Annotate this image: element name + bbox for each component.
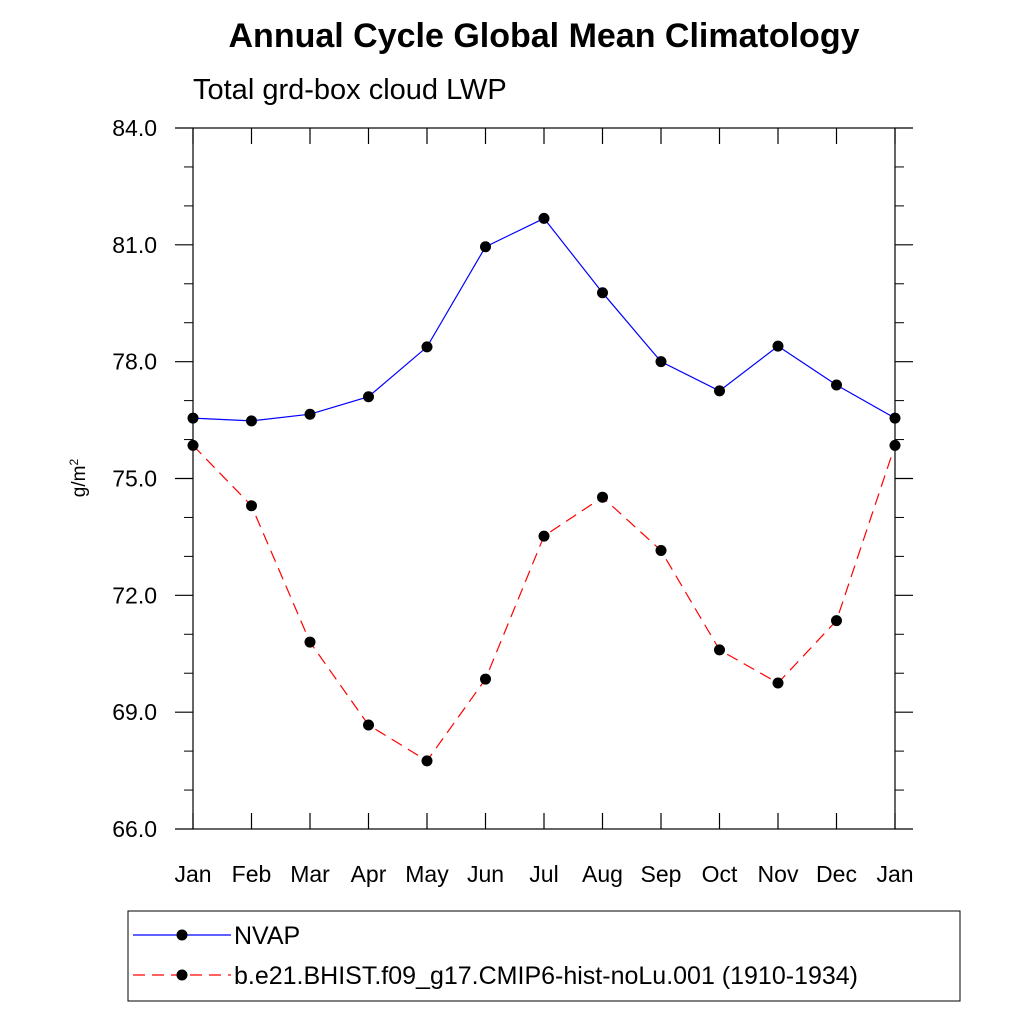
- series-1-point: [363, 719, 374, 731]
- x-tick-label: Dec: [816, 861, 857, 887]
- series-line-0: [192, 217, 896, 422]
- series-1-point: [772, 677, 784, 689]
- legend-label-model: b.e21.BHIST.f09_g17.CMIP6-hist-noLu.001 …: [234, 962, 858, 990]
- series-0-point: [421, 341, 433, 353]
- series-1-point: [831, 615, 842, 627]
- series-1-point: [187, 439, 199, 451]
- series-1-point: [304, 636, 316, 648]
- series-0-point: [772, 340, 784, 352]
- series-layer: [187, 212, 901, 767]
- y-tick-label: 84.0: [112, 115, 157, 141]
- series-1-point: [714, 644, 725, 656]
- series-1-point: [480, 673, 491, 685]
- x-tick-label: Nov: [758, 861, 799, 887]
- x-tick-label: Mar: [290, 861, 330, 887]
- chart-title: Annual Cycle Global Mean Climatology: [229, 17, 860, 55]
- y-tick-label: 78.0: [112, 349, 157, 375]
- series-0-point: [304, 408, 316, 420]
- y-tick-label: 66.0: [112, 816, 157, 842]
- series-0-point: [363, 391, 374, 403]
- series-1-point: [889, 439, 901, 451]
- x-tick-label: Jan: [174, 861, 211, 887]
- series-1-point: [655, 545, 667, 557]
- y-axis-label: g/m2: [67, 459, 90, 498]
- series-0-point: [831, 379, 842, 391]
- x-tick-label: May: [405, 861, 449, 887]
- x-tick-label: Jun: [467, 861, 504, 887]
- x-tick-label: Jul: [529, 861, 558, 887]
- y-tick-label: 69.0: [112, 699, 157, 725]
- y-tick-label: 72.0: [112, 582, 157, 608]
- x-tick-label: Aug: [582, 861, 623, 887]
- series-1-point: [538, 530, 550, 542]
- plot-frame: [192, 127, 896, 830]
- legend-marker-nvap: [176, 929, 188, 941]
- x-tick-label: Feb: [232, 861, 272, 887]
- series-0-point: [538, 212, 550, 224]
- series-0-point: [480, 241, 491, 253]
- x-tick-label: Sep: [641, 861, 682, 887]
- series-0-point: [187, 412, 199, 424]
- x-tick-label: Oct: [702, 861, 738, 887]
- x-tick-label: Apr: [351, 861, 387, 887]
- series-0-point: [597, 287, 608, 299]
- y-tick-label: 81.0: [112, 232, 157, 258]
- legend-marker-model: [176, 969, 188, 981]
- series-line-1: [192, 444, 896, 762]
- series-0-point: [889, 412, 901, 424]
- series-1-point: [421, 755, 433, 767]
- series-0-point: [246, 415, 257, 427]
- series-1-point: [597, 491, 608, 503]
- legend: NVAP b.e21.BHIST.f09_g17.CMIP6-hist-noLu…: [127, 910, 961, 1002]
- chart-subtitle: Total grd-box cloud LWP: [193, 74, 507, 106]
- series-0-point: [655, 356, 667, 368]
- x-tick-label: Jan: [876, 861, 913, 887]
- series-1-point: [246, 500, 257, 512]
- series-0-point: [714, 385, 725, 397]
- axes: 66.0 69.0 72.0 75.0 78.0 81.0 84.0 Jan Feb Mar Apr…: [112, 115, 913, 887]
- legend-box: [127, 910, 961, 1002]
- legend-label-nvap: NVAP: [234, 922, 300, 950]
- y-tick-label: 75.0: [112, 466, 157, 492]
